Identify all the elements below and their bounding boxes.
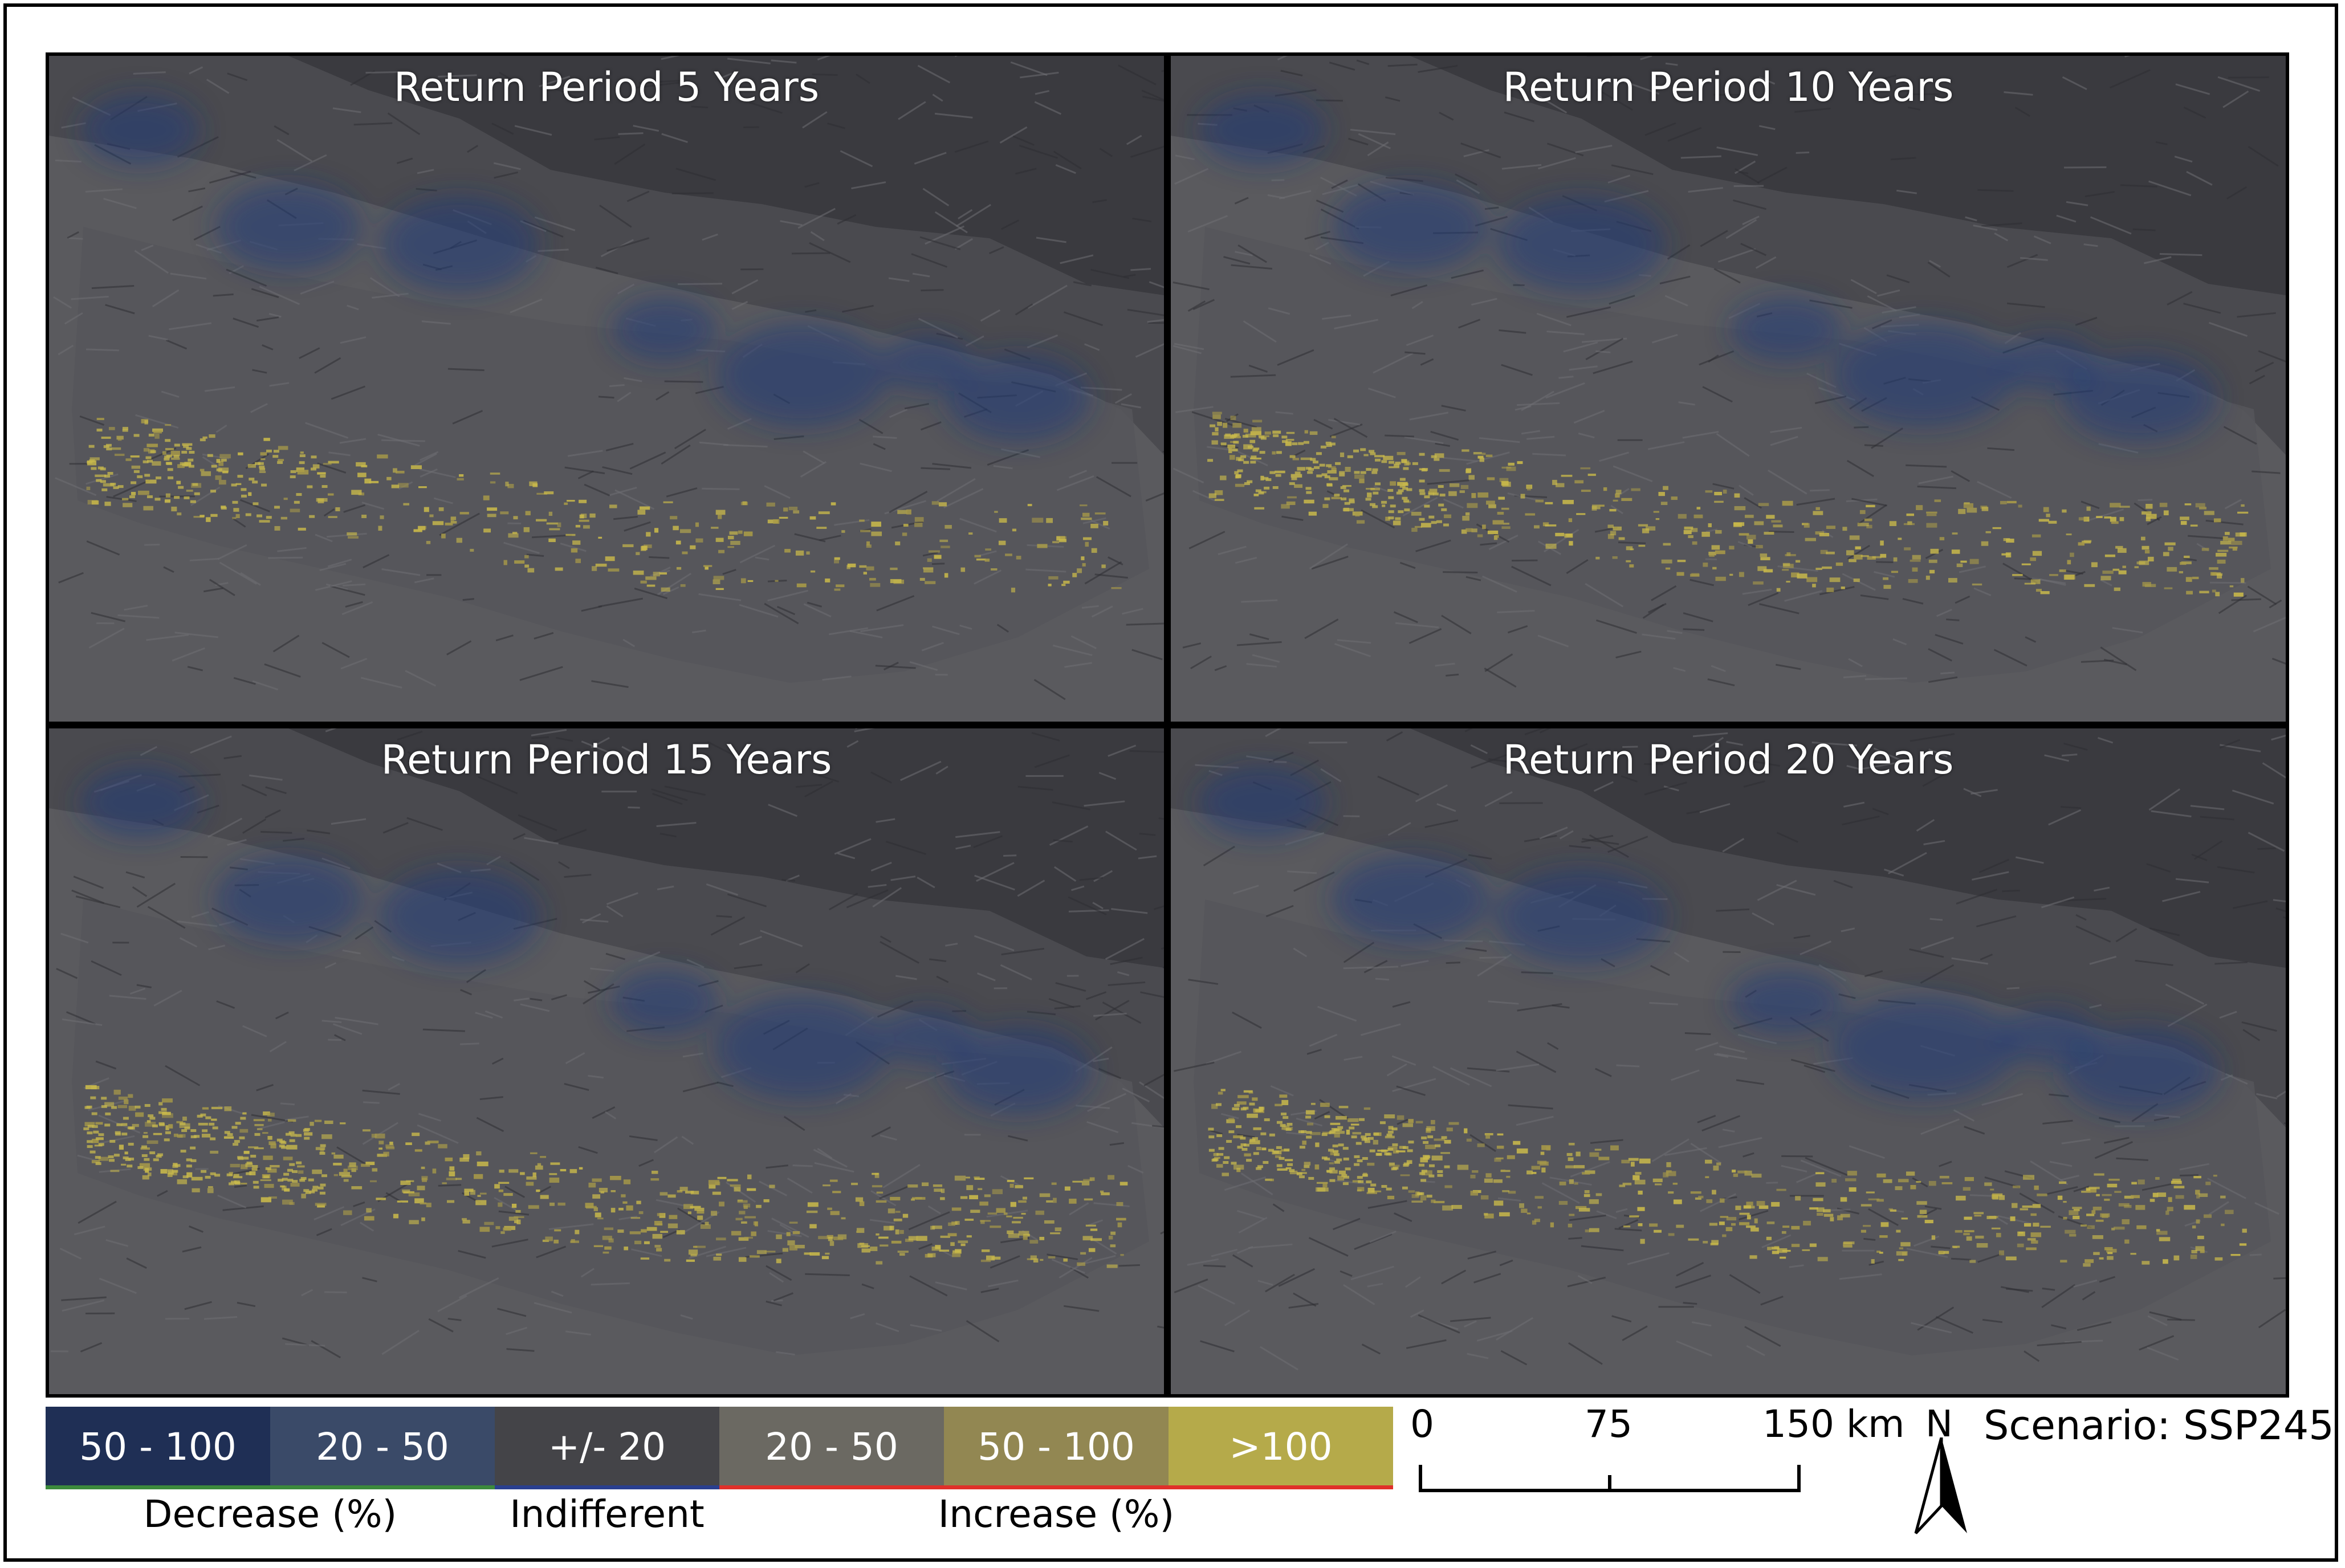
- map-panel-rp15: Return Period 15 Years: [46, 725, 1167, 1398]
- legend-class-increase-50-100: 50 - 100: [944, 1407, 1169, 1486]
- panel-title: Return Period 5 Years: [393, 64, 820, 111]
- legend-class-increase-20-50: 20 - 50: [719, 1407, 944, 1486]
- north-label: N: [1925, 1403, 1953, 1445]
- terrain-map: [49, 728, 1164, 1394]
- increase-underline: [719, 1485, 1393, 1489]
- scale-bar: [1419, 1465, 1801, 1492]
- panel-title: Return Period 20 Years: [1503, 736, 1954, 783]
- decrease-underline: [46, 1485, 495, 1489]
- legend-group-decrease: Decrease (%): [143, 1492, 397, 1536]
- legend-group-indifferent: Indifferent: [510, 1492, 705, 1536]
- legend-class-increase-over-100: >100: [1169, 1407, 1393, 1486]
- legend-class-decrease-20-50: 20 - 50: [270, 1407, 495, 1486]
- legend-class-indifferent: +/- 20: [495, 1407, 719, 1486]
- map-panel-rp5: Return Period 5 Years: [46, 52, 1167, 725]
- map-panel-rp10: Return Period 10 Years: [1167, 52, 2289, 725]
- legend-class-decrease-50-100: 50 - 100: [46, 1407, 270, 1486]
- scale-label-75: 75: [1585, 1402, 1632, 1446]
- map-panel-rp20: Return Period 20 Years: [1167, 725, 2289, 1398]
- legend-group-increase: Increase (%): [938, 1492, 1175, 1536]
- terrain-map: [1171, 56, 2286, 722]
- terrain-map: [1171, 728, 2286, 1394]
- terrain-map: [49, 56, 1164, 722]
- scale-label-150: 150 km: [1762, 1402, 1905, 1446]
- north-arrow-icon: [1914, 1437, 1967, 1534]
- panel-title: Return Period 15 Years: [381, 736, 832, 783]
- scenario-label: Scenario: SSP245: [1984, 1402, 2334, 1449]
- north-arrow: N: [1913, 1403, 1970, 1534]
- indifferent-underline: [495, 1485, 719, 1489]
- panel-title: Return Period 10 Years: [1503, 64, 1954, 111]
- scale-label-0: 0: [1410, 1402, 1434, 1446]
